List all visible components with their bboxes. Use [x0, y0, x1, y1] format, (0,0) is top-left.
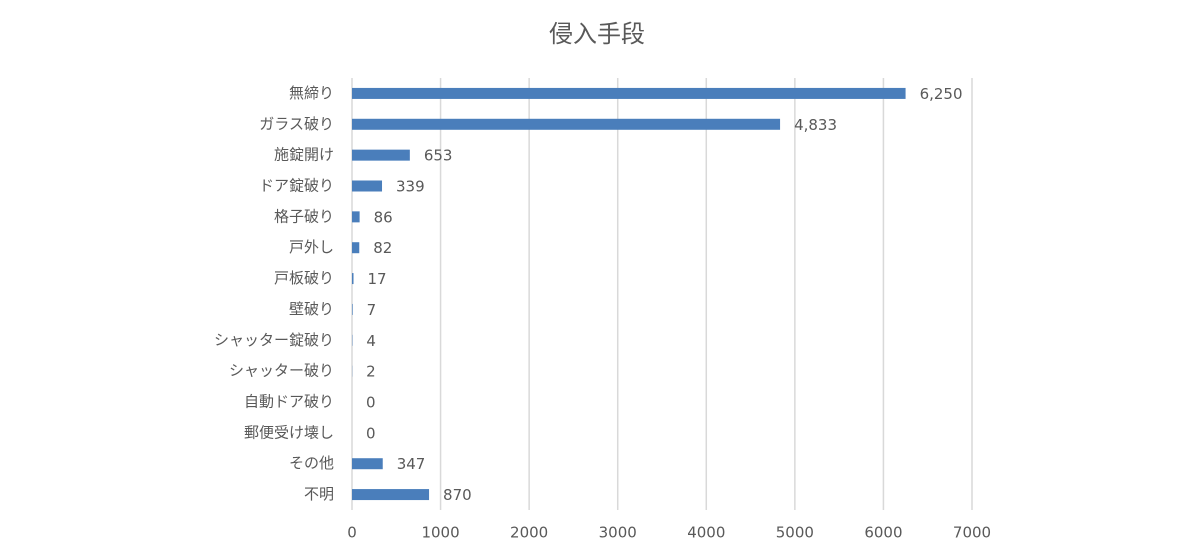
x-tick-label: 1000: [421, 524, 459, 542]
y-tick-label: シャッター破り: [229, 362, 334, 380]
bar: [352, 242, 360, 254]
value-label: 339: [396, 178, 425, 196]
value-label: 653: [424, 147, 453, 165]
bar: [352, 273, 354, 285]
y-tick-label: 壁破り: [289, 300, 334, 318]
bar: [352, 180, 383, 192]
value-label: 4,833: [794, 116, 837, 134]
value-label: 0: [366, 394, 376, 412]
value-label: 4: [366, 332, 376, 350]
y-tick-label: シャッター錠破り: [214, 331, 334, 349]
y-tick-label: 無締り: [289, 84, 334, 102]
bar: [352, 458, 383, 470]
value-label: 347: [397, 455, 426, 473]
x-tick-label: 6000: [864, 524, 902, 542]
value-label: 17: [368, 270, 387, 288]
x-tick-label: 5000: [776, 524, 814, 542]
value-label: 2: [366, 363, 376, 381]
bar: [352, 87, 906, 99]
y-tick-label: ガラス破り: [259, 115, 334, 133]
y-tick-label: 戸外し: [289, 238, 334, 256]
y-tick-label: その他: [289, 454, 334, 472]
y-tick-label: 戸板破り: [274, 269, 334, 287]
value-label: 86: [374, 208, 393, 226]
value-label: 870: [443, 486, 472, 504]
y-tick-label: ドア錠破り: [259, 177, 334, 195]
y-tick-label: 施錠開け: [274, 146, 334, 164]
chart-title: 侵入手段: [549, 20, 645, 48]
y-tick-label: 自動ドア破り: [244, 393, 334, 411]
y-tick-label: 不明: [304, 485, 334, 503]
value-label: 6,250: [920, 85, 963, 103]
value-label: 82: [373, 239, 392, 257]
x-tick-label: 3000: [599, 524, 637, 542]
x-tick-label: 7000: [953, 524, 991, 542]
y-tick-label: 郵便受け壊し: [244, 423, 334, 441]
x-tick-label: 0: [347, 524, 357, 542]
y-tick-label: 格子破り: [274, 207, 334, 225]
bar: [352, 303, 353, 315]
bar: [352, 211, 360, 223]
value-label: 0: [366, 424, 376, 442]
bar: [352, 489, 430, 501]
value-label: 7: [367, 301, 377, 319]
x-tick-label: 4000: [687, 524, 725, 542]
bar: [352, 149, 410, 161]
bar: [352, 118, 781, 130]
x-tick-label: 2000: [510, 524, 548, 542]
